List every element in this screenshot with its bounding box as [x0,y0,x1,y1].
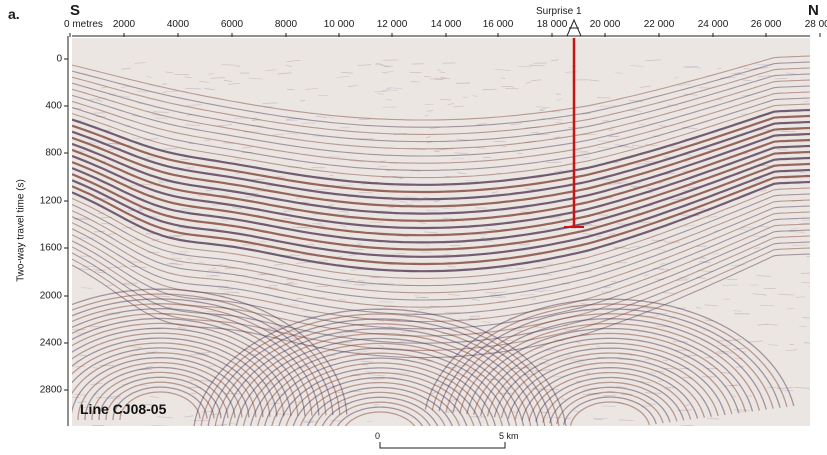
y-tick-label: 2000 [39,290,62,302]
x-tick-label: 12 000 [376,19,408,30]
y-tick-label: 0 [56,53,62,65]
x-tick-label: 14 000 [430,19,462,30]
x-tick-label: 28 000 [804,19,827,30]
x-tick-label: 8000 [274,19,298,30]
x-tick-label: 0 metres [64,19,103,30]
scale-bar-start-label: 0 [375,431,381,441]
x-tick-label: 24 000 [697,19,729,30]
y-tick-label: 400 [45,100,62,112]
y-tick-label: 1600 [39,242,62,254]
scale-bar-line [379,442,506,449]
y-tick-label: 2800 [39,384,62,396]
x-tick-label: 6000 [220,19,244,30]
panel-label: a. [8,6,20,22]
x-tick-label: 22 000 [643,19,675,30]
direction-south-label: S [70,2,81,19]
line-label: Line CJ08-05 [80,401,167,417]
direction-north-label: N [808,2,819,19]
scale-bar-end-label: 5 km [499,431,519,441]
x-tick-label: 4000 [166,19,190,30]
y-axis-title: Two-way travel time (s) [15,179,27,282]
scale-bar [379,442,506,449]
y-tick-label: 2400 [39,337,62,349]
well-name-label: Surprise 1 [536,6,582,17]
x-tick-label: 18 000 [536,19,568,30]
y-tick-label: 1200 [39,195,62,207]
y-tick-label: 800 [45,147,62,159]
axes-frame [64,33,821,426]
x-tick-label: 26 000 [750,19,782,30]
section-background [72,38,810,426]
x-tick-label: 2000 [112,19,136,30]
x-tick-label: 10 000 [323,19,355,30]
rig-icon [566,18,582,37]
well-surprise-1 [564,18,584,228]
x-tick-label: 16 000 [482,19,514,30]
x-tick-label: 20 000 [589,19,621,30]
